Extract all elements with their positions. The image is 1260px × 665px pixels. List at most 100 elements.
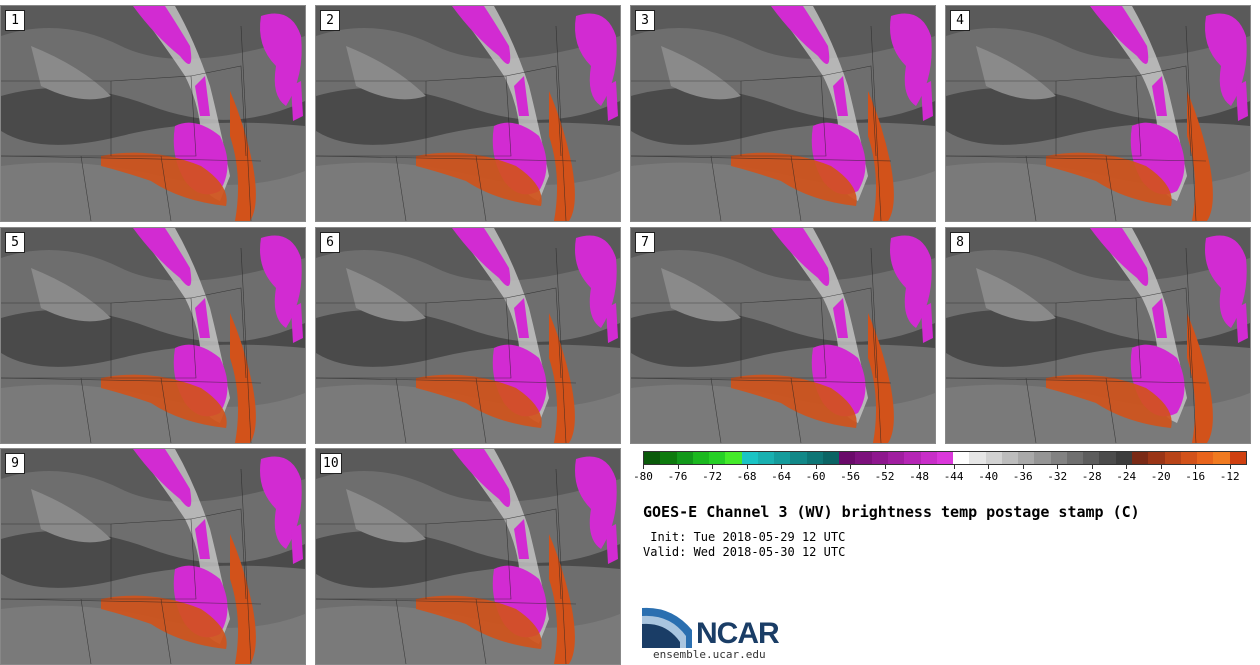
colorbar-tick-label: -28: [1081, 470, 1102, 483]
panel-3: 3: [630, 5, 936, 222]
colorbar-tick: [1195, 465, 1197, 469]
colorbar-tick: [746, 465, 748, 469]
colorbar-tick: [884, 465, 886, 469]
panel-number: 5: [5, 232, 25, 253]
colorbar-swatch: [1164, 452, 1181, 464]
colorbar-swatch: [969, 452, 986, 464]
colorbar-tick-label: -60: [805, 470, 826, 483]
colorbar-tick-label: -64: [771, 470, 791, 483]
colorbar-swatch: [1131, 452, 1149, 464]
panel-number: 1: [5, 10, 25, 31]
colorbar-tick-label: -16: [1185, 470, 1206, 483]
wv-map: [946, 228, 1250, 443]
colorbar-swatch: [822, 452, 840, 464]
colorbar-swatch: [725, 452, 742, 464]
panel-4: 4: [945, 5, 1251, 222]
colorbar-swatch: [1066, 452, 1084, 464]
colorbar-swatch: [871, 452, 888, 464]
colorbar-swatch: [1148, 452, 1165, 464]
colorbar-tick: [919, 465, 921, 469]
panel-5: 5: [0, 227, 306, 444]
panel-number: 9: [5, 453, 25, 474]
colorbar-tick: [815, 465, 817, 469]
colorbar-swatch: [1180, 452, 1198, 464]
colorbar-swatch: [660, 452, 677, 464]
colorbar-tick: [953, 465, 955, 469]
valid-time: Valid: Wed 2018-05-30 12 UTC: [643, 545, 846, 559]
colorbar-tick: [1022, 465, 1024, 469]
colorbar-tick-label: -48: [909, 470, 930, 483]
colorbar-swatch: [855, 452, 872, 464]
colorbar-swatch: [806, 452, 823, 464]
colorbar-swatch: [1083, 452, 1100, 464]
ncar-logo-icon: [642, 607, 692, 648]
colorbar-tick-label: -40: [978, 470, 999, 483]
colorbar-tick-label: -72: [702, 470, 722, 483]
colorbar-swatch: [692, 452, 710, 464]
wv-map: [1, 449, 305, 664]
panel-number: 2: [320, 10, 340, 31]
colorbar-swatch: [1213, 452, 1230, 464]
panel-6: 6: [315, 227, 621, 444]
colorbar-swatch: [790, 452, 807, 464]
panel-10: 10: [315, 448, 621, 665]
colorbar-tick-label: -52: [874, 470, 895, 483]
colorbar-swatch: [1018, 452, 1035, 464]
colorbar: [643, 451, 1247, 465]
panel-number: 7: [635, 232, 655, 253]
colorbar-swatch: [644, 452, 661, 464]
figure-title: GOES-E Channel 3 (WV) brightness temp po…: [643, 503, 1140, 521]
colorbar-swatch: [1034, 452, 1051, 464]
colorbar-tick: [850, 465, 852, 469]
logo-text: NCAR: [696, 617, 780, 650]
colorbar-swatch: [1001, 452, 1019, 464]
colorbar-tick-label: -36: [1012, 470, 1033, 483]
colorbar-swatch: [757, 452, 775, 464]
init-time: Init: Tue 2018-05-29 12 UTC: [643, 530, 846, 544]
colorbar-swatch: [936, 452, 954, 464]
colorbar-swatch: [1099, 452, 1116, 464]
colorbar-tick: [1126, 465, 1128, 469]
colorbar-swatch: [985, 452, 1002, 464]
wv-map: [1, 6, 305, 221]
colorbar-tick: [712, 465, 714, 469]
colorbar-tick-label: -56: [840, 470, 861, 483]
colorbar-swatch: [953, 452, 970, 464]
panel-1: 1: [0, 5, 306, 222]
wv-map: [316, 449, 620, 664]
panel-7: 7: [630, 227, 936, 444]
wv-map: [316, 6, 620, 221]
colorbar-tick: [1229, 465, 1231, 469]
colorbar-tick-label: -12: [1219, 470, 1240, 483]
wv-map: [1, 228, 305, 443]
colorbar-tick: [781, 465, 783, 469]
colorbar-swatch: [920, 452, 937, 464]
panel-number: 6: [320, 232, 340, 253]
panel-number: 4: [950, 10, 970, 31]
panel-number: 8: [950, 232, 970, 253]
wv-map: [316, 228, 620, 443]
wv-map: [946, 6, 1250, 221]
colorbar-swatch: [774, 452, 791, 464]
colorbar-ticks: -80 -76 -72 -68 -64 -60 -56 -52 -48 -44 -40 -36 -32-…: [633, 465, 1247, 485]
colorbar-swatch: [741, 452, 758, 464]
colorbar-tick: [677, 465, 679, 469]
colorbar-tick-label: -44: [943, 470, 964, 483]
colorbar-tick-label: -32: [1047, 470, 1068, 483]
colorbar-tick-label: -20: [1150, 470, 1171, 483]
colorbar-tick-label: -80: [633, 470, 653, 483]
colorbar-swatch: [1050, 452, 1067, 464]
colorbar-tick-label: -76: [667, 470, 688, 483]
colorbar-tick: [1160, 465, 1162, 469]
colorbar-tick-label: -24: [1116, 470, 1137, 483]
colorbar-swatch: [709, 452, 726, 464]
colorbar-swatch: [904, 452, 921, 464]
colorbar-tick: [988, 465, 990, 469]
colorbar-swatch: [676, 452, 693, 464]
colorbar-swatch: [1115, 452, 1132, 464]
site-url[interactable]: ensemble.ucar.edu: [653, 648, 766, 661]
colorbar-tick: [1057, 465, 1059, 469]
wv-map: [631, 6, 935, 221]
colorbar-tick: [643, 465, 644, 469]
panel-9: 9: [0, 448, 306, 665]
